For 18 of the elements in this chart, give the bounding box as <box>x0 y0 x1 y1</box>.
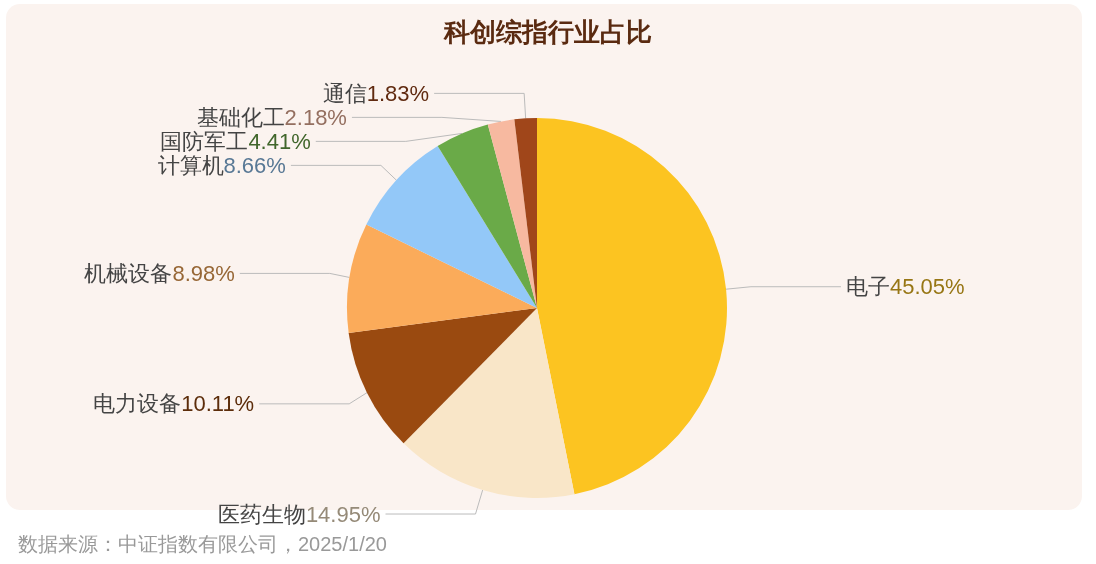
data-label: 10.11% <box>181 391 255 417</box>
data-label: 8.98% <box>172 260 235 286</box>
source-note: 数据来源：中证指数有限公司，2025/1/20 <box>18 533 387 555</box>
chart-title: 科创综指行业占比 <box>443 17 652 47</box>
slice-label: 基础化工 <box>196 104 285 130</box>
slice-label: 国防军工 <box>160 128 249 154</box>
slice-label: 通信 <box>322 80 367 106</box>
slice-label: 电子 <box>845 274 890 300</box>
slice-label: 医药生物 <box>217 501 306 527</box>
data-label: 2.18% <box>284 104 347 130</box>
data-label: 1.83% <box>366 80 430 106</box>
slice-label: 计算机 <box>157 152 224 178</box>
data-label: 8.66% <box>223 152 286 178</box>
slice-label: 机械设备 <box>84 260 173 286</box>
data-label: 45.05% <box>889 274 965 300</box>
data-label: 4.41% <box>248 128 311 154</box>
data-label: 14.95% <box>305 501 381 527</box>
slice-label: 电力设备 <box>93 391 182 417</box>
